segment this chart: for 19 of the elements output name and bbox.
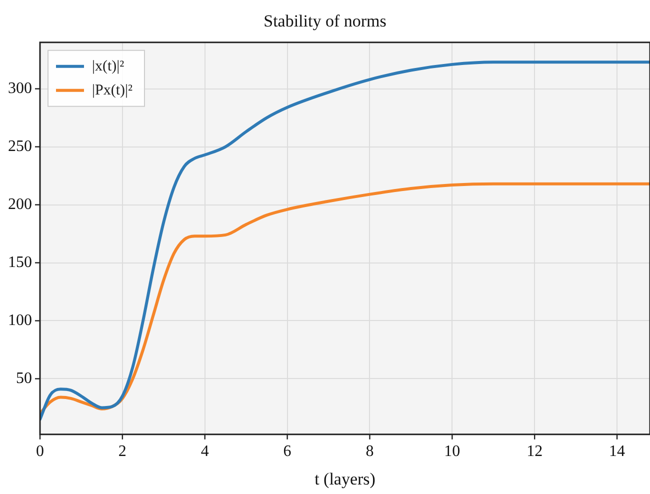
x-tick-label: 10	[444, 443, 460, 460]
y-tick-label: 250	[8, 138, 32, 155]
y-tick-label: 200	[8, 196, 32, 213]
legend-label: |Px(t)|²	[92, 82, 134, 98]
y-tick-label: 300	[8, 80, 32, 97]
x-tick-label: 8	[366, 443, 374, 460]
y-tick-label: 150	[8, 254, 32, 271]
line-series	[40, 60, 650, 421]
y-tick-label: 50	[16, 370, 32, 387]
x-tick-label: 4	[200, 443, 209, 460]
y-tick-label: 100	[8, 312, 32, 329]
legend-label: |x(t)|²	[92, 58, 125, 74]
x-axis-title: t (layers)	[314, 469, 376, 488]
x-tick-label: 14	[609, 443, 626, 460]
x-tick-label: 6	[283, 443, 292, 460]
x-tick-label: 12	[526, 443, 543, 460]
chart-title: Stability of norms	[264, 12, 386, 31]
x-tick-label: 0	[36, 443, 44, 460]
x-tick-label: 2	[118, 443, 126, 460]
